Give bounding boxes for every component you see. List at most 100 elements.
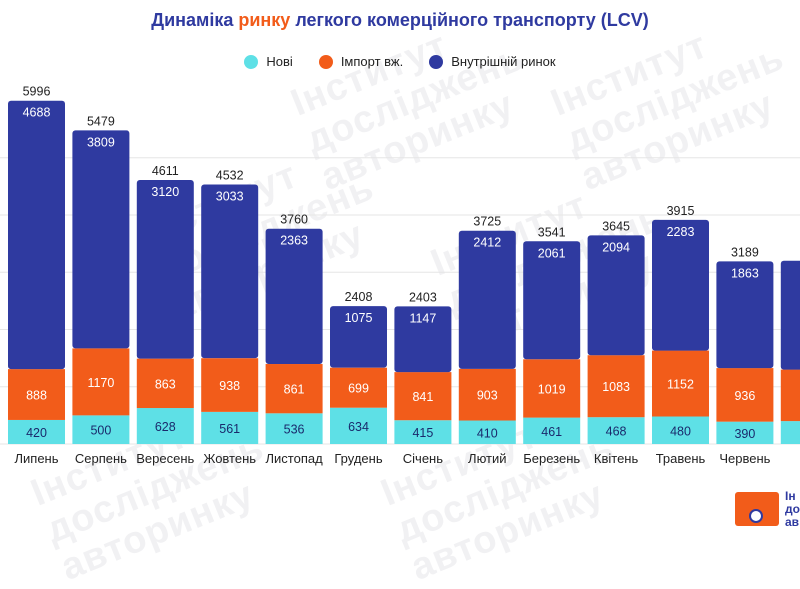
bar-segment (8, 419, 65, 444)
data-label: 1147 (409, 311, 436, 325)
data-label: 480 (670, 424, 691, 438)
data-label: 500 (90, 424, 111, 438)
x-tick-label: Вересень (136, 451, 194, 466)
bar-segment (523, 417, 581, 444)
x-tick-label: Листопад (266, 451, 324, 466)
stacked-bar-chart: 420 888 4688 5996 Липень 500 1170 3809 5479 Серпе… (0, 85, 800, 466)
bar-segment (201, 184, 259, 359)
data-label: 3033 (216, 190, 244, 204)
data-label: 628 (155, 420, 176, 434)
bar-segment (652, 416, 709, 444)
x-tick-label: Лютий (468, 451, 506, 466)
data-label: 1083 (602, 380, 630, 394)
bar-segment (136, 180, 194, 359)
data-label: 461 (541, 425, 562, 439)
bar-segment (394, 372, 452, 421)
x-tick-label: Січень (403, 451, 443, 466)
data-label: 415 (412, 426, 433, 440)
bar-segment (330, 367, 387, 408)
total-label: 4532 (216, 169, 244, 183)
data-label: 1152 (667, 378, 694, 392)
data-label: 2363 (280, 234, 308, 248)
data-label: 420 (26, 426, 47, 440)
x-tick-label: Травень (656, 451, 706, 466)
total-label: 2403 (409, 290, 437, 304)
data-label: 634 (348, 420, 369, 434)
legend-item-new: Нові (244, 54, 293, 69)
bar-segment (652, 219, 709, 351)
data-label: 1019 (538, 382, 566, 396)
data-label: 2283 (667, 225, 695, 239)
bar-segment (265, 228, 323, 365)
bar-segment (780, 260, 800, 370)
chart-legend: Нові Імпорт вж. Внутрішній ринок (0, 54, 800, 69)
data-label: 390 (734, 427, 755, 441)
total-label: 5996 (23, 85, 51, 99)
x-tick-label: Березень (523, 451, 580, 466)
logo-circle-icon (749, 509, 763, 523)
bar-segment (72, 130, 130, 349)
total-label: 2408 (345, 290, 373, 304)
bar-segment (394, 420, 452, 444)
chart-title: Динаміка ринку легкого комерційного тран… (151, 10, 649, 30)
data-label: 3120 (151, 185, 179, 199)
legend-dot-icon (318, 54, 333, 69)
x-tick-label: Червень (719, 451, 770, 466)
bar-segment (458, 368, 516, 421)
data-label: 1170 (87, 376, 114, 390)
bar-segment (265, 364, 323, 414)
bar-segment (458, 230, 516, 369)
data-label: 863 (155, 377, 176, 391)
data-label: 903 (477, 389, 498, 403)
bar-segment (136, 358, 194, 409)
bar-segment (8, 369, 65, 420)
data-label: 2061 (538, 246, 566, 260)
total-label: 3189 (731, 245, 759, 259)
bar-segment (716, 421, 774, 444)
bar-segment (523, 241, 581, 360)
bar-segment (136, 408, 194, 444)
data-label: 468 (606, 425, 627, 439)
data-label: 2412 (473, 236, 501, 250)
data-label: 861 (284, 383, 305, 397)
bar-segment (780, 421, 800, 444)
x-tick-label: Серпень (75, 451, 127, 466)
data-label: 1075 (345, 311, 373, 325)
x-tick-label: Грудень (334, 451, 382, 466)
bar-segment (523, 359, 581, 418)
data-label: 410 (477, 426, 498, 440)
bar-segment (330, 407, 387, 444)
x-tick-label: Квітень (594, 451, 639, 466)
bar-segment (587, 235, 645, 356)
data-label: 1863 (731, 266, 759, 280)
x-tick-label: Жовтень (203, 451, 256, 466)
data-label: 841 (412, 390, 433, 404)
bar-segment (716, 261, 774, 369)
data-label: 4688 (23, 106, 51, 120)
data-label: 3809 (87, 135, 115, 149)
total-label: 3760 (280, 213, 308, 227)
legend-item-domestic: Внутрішній ринок (429, 54, 556, 69)
legend-label: Нові (266, 54, 293, 69)
legend-item-import: Імпорт вж. (318, 54, 404, 69)
data-label: 936 (734, 389, 755, 403)
bar-segment (265, 413, 323, 444)
bar-segment (201, 358, 259, 412)
legend-dot-icon (429, 54, 444, 69)
bar-segment (716, 368, 774, 422)
bar-segment (587, 417, 645, 444)
total-label: 4611 (152, 164, 179, 178)
bar-segment (201, 411, 259, 444)
bar-segment (8, 100, 65, 370)
bar-segment (652, 350, 709, 417)
total-label: 3915 (667, 204, 695, 218)
data-label: 536 (284, 423, 305, 437)
data-label: 2094 (602, 240, 630, 254)
legend-label: Імпорт вж. (340, 54, 404, 69)
bar-segment (587, 355, 645, 418)
bar-segment (72, 348, 130, 416)
total-label: 5479 (87, 114, 115, 128)
total-label: 3645 (602, 219, 630, 233)
x-tick-label: Липень (14, 451, 58, 466)
data-label: 561 (219, 422, 240, 436)
